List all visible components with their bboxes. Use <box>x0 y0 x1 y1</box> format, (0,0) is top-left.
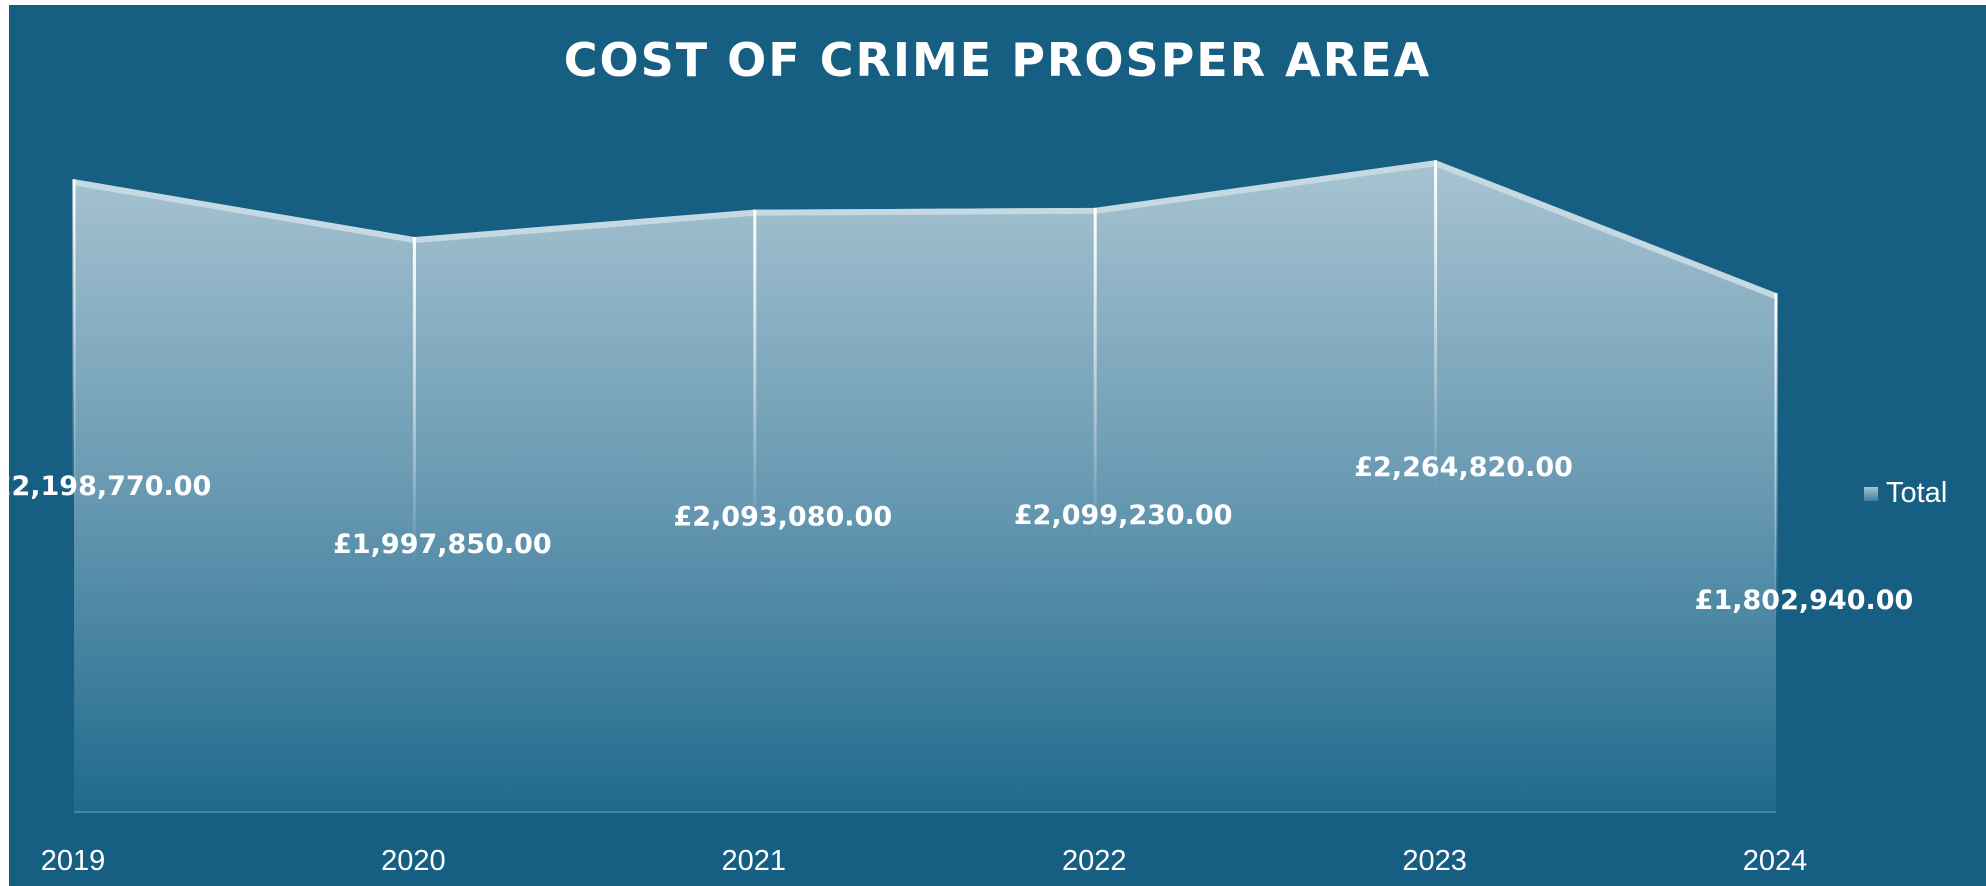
x-tick-label: 2019 <box>41 845 106 877</box>
data-label: £2,264,820.00 <box>1354 452 1573 483</box>
drop-line <box>412 237 416 568</box>
chart-plot: £2,198,770.00 2019 £1,997,850.00 2020 £2,093… <box>9 160 1914 877</box>
drop-line <box>1774 293 1778 624</box>
x-tick-label: 2022 <box>1062 845 1127 877</box>
x-tick-label: 2020 <box>381 845 446 877</box>
data-label: £2,099,230.00 <box>1014 500 1233 531</box>
data-label: £2,198,770.00 <box>9 471 211 502</box>
area-fill <box>74 160 1776 813</box>
x-tick-label: 2024 <box>1743 845 1808 877</box>
legend: Total <box>1864 477 1947 510</box>
drop-line <box>1434 160 1438 491</box>
drop-line <box>1093 207 1097 538</box>
data-label: £1,802,940.00 <box>1695 585 1914 616</box>
legend-label: Total <box>1886 477 1948 509</box>
x-tick-label: 2021 <box>722 845 787 877</box>
x-tick-label: 2023 <box>1402 845 1467 877</box>
legend-swatch <box>1864 486 1878 501</box>
series-line <box>73 160 1778 299</box>
drop-line <box>753 209 757 540</box>
data-label: £1,997,850.00 <box>333 529 552 560</box>
data-label: £2,093,080.00 <box>673 502 892 533</box>
chart-title: COST OF CRIME PROSPER AREA <box>563 33 1432 87</box>
chart-area: COST OF CRIME PROSPER AREA £2,198,770.00… <box>9 5 1986 886</box>
drop-line <box>72 179 76 510</box>
